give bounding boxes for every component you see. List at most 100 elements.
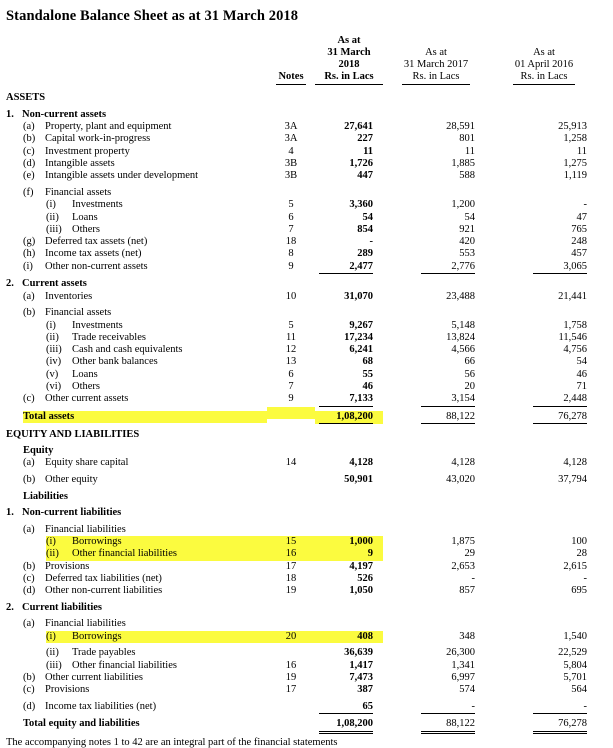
row-note: 7: [288, 381, 294, 393]
row-prefix: (d): [23, 585, 36, 597]
row-prefix: (a): [23, 457, 35, 469]
row-label-text: Borrowings: [72, 630, 122, 642]
row-value-2017: 801: [383, 133, 489, 145]
row-label: (iii) Other financial liabilities: [6, 660, 267, 672]
row-prefix: (iii): [46, 659, 62, 671]
value-text: 76,278: [533, 718, 587, 734]
value-text: 54: [362, 211, 374, 223]
header-block-2017: As at 31 March 2017 Rs. in Lacs: [401, 47, 471, 85]
balance-sheet-document: { "title": "Standalone Balance Sheet as …: [6, 8, 599, 748]
value-text: 37,794: [558, 473, 587, 485]
value-text: 1,119: [563, 170, 587, 182]
row-note: [267, 406, 315, 419]
row-label-text: Equity share capital: [45, 457, 129, 469]
row-label-text: Other financial liabilities: [72, 659, 177, 671]
row-value-2016: 5,701: [489, 672, 599, 684]
row-value-2018: 6,241: [315, 344, 383, 356]
row-label: 1. Non-current assets: [6, 109, 267, 121]
row-label: (ii) Trade payables: [6, 647, 267, 659]
value-text: 2,776: [421, 261, 475, 275]
value-text: 4,128: [451, 457, 475, 469]
row-prefix: (a): [23, 121, 35, 133]
row-note: 6: [288, 368, 294, 380]
row-value-2016: 765: [489, 224, 599, 236]
row-value-2017: 420: [383, 236, 489, 248]
row-value-2016: 2,448: [489, 393, 599, 407]
row-label: (g) Deferred tax assets (net): [6, 236, 267, 248]
row-value-2016: 5,804: [489, 660, 599, 672]
row-label-text: Other non-current assets: [45, 260, 148, 272]
row-prefix: (b): [23, 133, 36, 145]
row-prefix: (h): [23, 248, 36, 260]
value-text: 801: [459, 133, 475, 145]
value-text: 65: [319, 701, 373, 715]
row-value-2018: [315, 486, 383, 498]
row-value-2017: 574: [383, 684, 489, 696]
table-row: (c) Investment property 4 11 11 11: [6, 146, 599, 158]
value-text: 3,360: [349, 199, 373, 211]
row-label: (e) Intangible assets under development: [6, 170, 267, 182]
table-row: ASSETS: [6, 88, 599, 105]
row-value-2016: [489, 486, 599, 498]
value-text: 1,758: [563, 319, 587, 331]
table-row: (vi) Others 7 46 20 71: [6, 381, 599, 393]
table-row: (i) Borrowings 15 1,000 1,875 100: [6, 536, 599, 549]
value-text: -: [471, 572, 476, 584]
value-text: 5,701: [563, 671, 587, 683]
row-label: (c) Other current assets: [6, 393, 267, 405]
value-text: 11: [363, 145, 373, 157]
row-prefix: (i): [23, 260, 33, 272]
value-text: 1,200: [451, 199, 475, 211]
row-prefix: (a): [23, 290, 35, 302]
table-row: (i) Investments 5 3,360 1,200 -: [6, 199, 599, 211]
row-prefix: (c): [23, 145, 35, 157]
row-note: 20: [267, 630, 315, 644]
row-value-2017: 348: [383, 631, 489, 643]
row-label-text: Others: [72, 381, 100, 393]
row-value-2017: [383, 303, 489, 315]
row-label-text: ASSETS: [6, 92, 46, 104]
table-row: (i) Investments 5 9,267 5,148 1,758: [6, 320, 599, 332]
value-text: 2,653: [451, 560, 475, 572]
row-value-2018: 4,128: [315, 457, 383, 469]
row-value-2017: -: [383, 573, 489, 585]
row-note: 4: [288, 145, 294, 157]
footnote: The accompanying notes 1 to 42 are an in…: [6, 736, 338, 748]
header-line: 01 April 2016: [514, 59, 574, 70]
row-note: 19: [285, 585, 297, 597]
row-prefix: 2.: [6, 278, 14, 290]
value-text: 28: [576, 548, 588, 560]
value-text: 1,540: [563, 630, 587, 642]
row-label: (v) Loans: [6, 369, 267, 381]
row-value-2018: 7,133: [315, 393, 383, 407]
row-label-text: Other non-current liabilities: [45, 585, 163, 597]
row-note: 9: [288, 260, 294, 272]
row-note: [267, 714, 315, 726]
row-value-2016: 22,529: [489, 647, 599, 659]
row-note: [267, 183, 315, 195]
row-label: (b) Financial assets: [6, 307, 267, 319]
row-note: [267, 486, 315, 498]
row-prefix: (ii): [46, 548, 59, 560]
row-value-2016: 3,065: [489, 261, 599, 275]
row-value-2017: 857: [383, 585, 489, 597]
row-label-text: Cash and cash equivalents: [72, 344, 183, 356]
row-value-2018: 9: [315, 548, 383, 561]
row-value-2016: 46: [489, 369, 599, 381]
row-prefix: (a): [23, 523, 35, 535]
row-note: 11: [285, 331, 297, 343]
row-label: (d) Income tax liabilities (net): [6, 701, 267, 713]
table-row: (d) Intangible assets 3B 1,726 1,885 1,275: [6, 158, 599, 170]
row-value-2017: [383, 183, 489, 195]
row-value-2018: [315, 88, 383, 100]
row-label-text: Income tax assets (net): [45, 248, 142, 260]
table-row: (a) Inventories 10 31,070 23,488 21,441: [6, 291, 599, 303]
table-row: (ii) Other financial liabilities 16 9 29 28: [6, 548, 599, 561]
table-row: (a) Equity share capital 14 4,128 4,128 4,128: [6, 457, 599, 469]
column-header-2016: As at 01 April 2016 Rs. in Lacs: [489, 47, 599, 85]
row-label-text: Liabilities: [23, 490, 68, 502]
row-note: 10: [285, 290, 297, 302]
row-label: (ii) Loans: [6, 212, 267, 224]
value-text: 23,488: [446, 290, 475, 302]
row-note: 3A: [284, 121, 298, 133]
